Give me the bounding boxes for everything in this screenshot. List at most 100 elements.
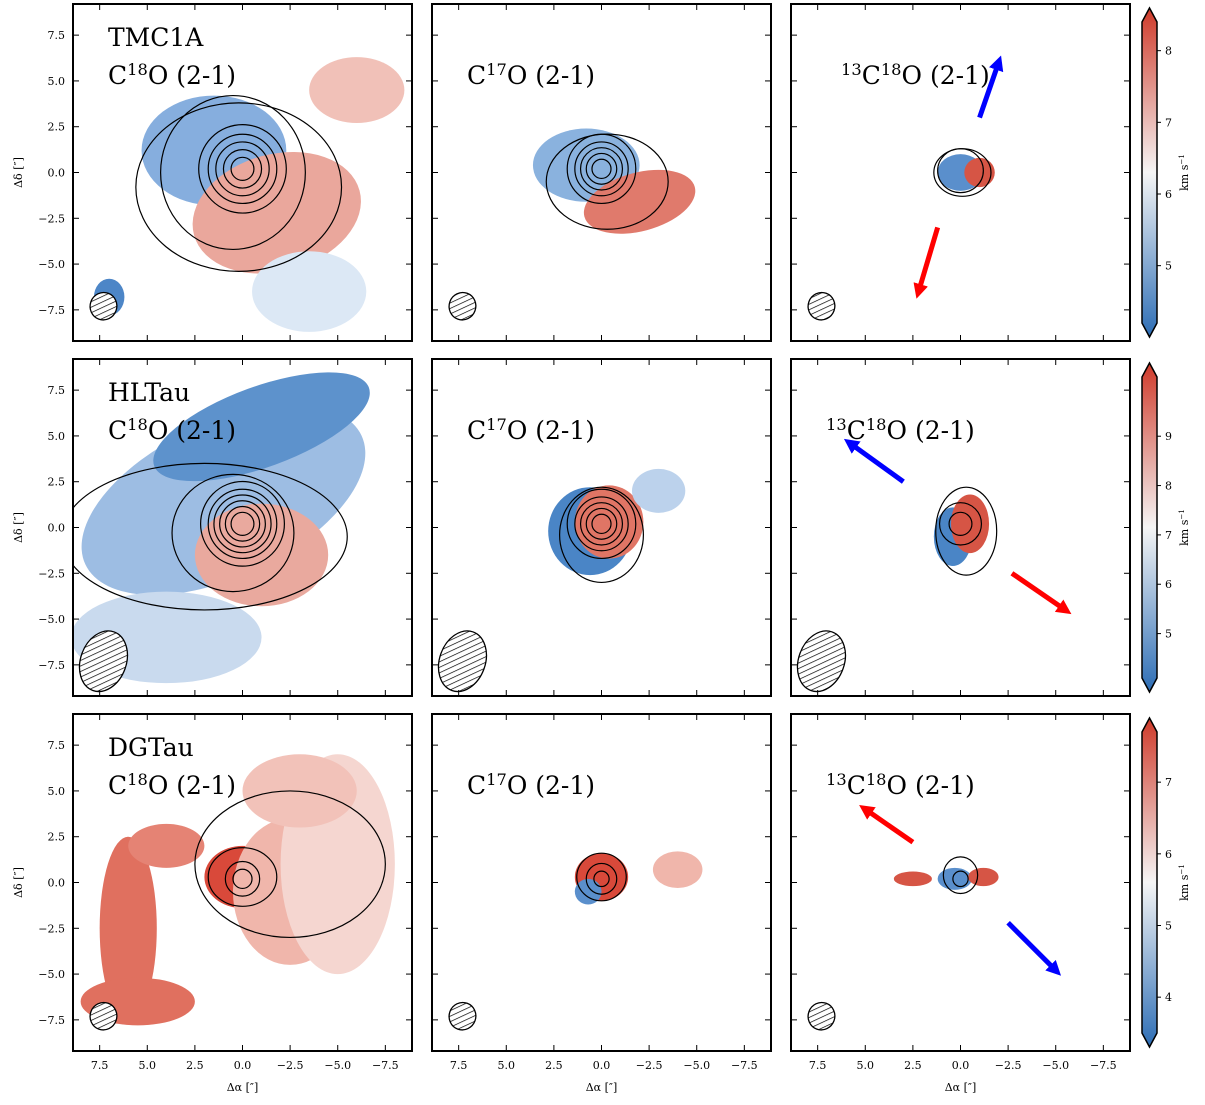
text-part: O (2-1) xyxy=(148,61,236,90)
x-tick-label: −7.5 xyxy=(372,1059,399,1072)
beam xyxy=(796,630,847,693)
superscript: 18 xyxy=(881,60,902,79)
text-part: C xyxy=(847,416,866,445)
y-tick-label: 5.0 xyxy=(48,785,66,798)
contour xyxy=(579,502,624,546)
superscript: 17 xyxy=(486,415,507,434)
colorbar-tick-label: 8 xyxy=(1165,45,1172,58)
superscript: 13 xyxy=(826,415,847,434)
contour xyxy=(545,133,669,230)
x-tick-label: 5.0 xyxy=(139,1059,157,1072)
text-part: O (2-1) xyxy=(507,61,595,90)
superscript: −1 xyxy=(1177,154,1186,165)
contour xyxy=(207,847,278,907)
contour xyxy=(207,133,278,205)
panel: 7.5 5.0 2.5 0.0 −2.5 −5.0 −7.5 C17O (2-1) Δα [″] xyxy=(431,713,772,1094)
superscript: 18 xyxy=(127,770,148,789)
x-tick-label: 7.5 xyxy=(809,1059,827,1072)
contour xyxy=(194,790,386,939)
contour xyxy=(230,156,255,181)
contour xyxy=(574,496,629,552)
colorbar-tick-label: 8 xyxy=(1165,480,1172,493)
outflow-arrow xyxy=(977,55,1004,119)
text-part: O (2-1) xyxy=(507,416,595,445)
velocity-region xyxy=(964,157,995,188)
text-part: C xyxy=(467,771,486,800)
panel: 7.5 5.0 2.5 0.0 −2.5 −5.0 −7.5 7.5 5.0 2.5 0.0 −2.5… xyxy=(12,713,413,1094)
text-part: C xyxy=(847,771,866,800)
x-tick-label: 2.5 xyxy=(904,1059,922,1072)
colorbar-body xyxy=(1141,716,1158,1049)
map xyxy=(80,754,395,1031)
contour xyxy=(938,502,983,546)
source-name: DGTau xyxy=(108,733,194,762)
beam xyxy=(89,291,118,321)
colorbar-tick-label: 6 xyxy=(1165,848,1172,861)
beam xyxy=(78,630,129,693)
molecule-label: C18O (2-1) xyxy=(108,415,236,446)
text-part: O (2-1) xyxy=(148,416,236,445)
x-axis-label: Δα [″] xyxy=(227,1081,259,1094)
y-tick-label: 7.5 xyxy=(48,29,66,42)
contour xyxy=(222,149,263,189)
velocity-region xyxy=(893,871,932,887)
contour xyxy=(224,860,261,897)
y-tick-label: −5.0 xyxy=(38,613,65,626)
y-tick-label: −2.5 xyxy=(38,567,65,580)
contour xyxy=(224,505,261,542)
contour xyxy=(952,870,969,888)
molecule-label: 13C18O (2-1) xyxy=(826,415,975,446)
contour xyxy=(585,152,618,185)
y-tick-label: −5.0 xyxy=(38,258,65,271)
velocity-region xyxy=(192,151,361,274)
superscript: 18 xyxy=(866,415,887,434)
contour xyxy=(933,148,992,197)
y-axis-label: Δδ [″] xyxy=(12,512,25,543)
outflow-arrow xyxy=(1006,921,1062,976)
text-part: km s xyxy=(1178,874,1191,901)
map xyxy=(807,804,1062,1031)
text-part: C xyxy=(862,61,881,90)
x-tick-label: −5.0 xyxy=(683,1059,710,1072)
x-tick-label: 7.5 xyxy=(450,1059,468,1072)
colorbar-tick-label: 5 xyxy=(1165,628,1172,641)
superscript: 18 xyxy=(866,770,887,789)
contour xyxy=(219,500,266,548)
molecule-label: C18O (2-1) xyxy=(108,770,236,801)
source-name: HLTau xyxy=(108,378,190,407)
panel: 7.5 5.0 2.5 0.0 −2.5 −5.0 −7.5 HLTau C18O (2-1) Δ… xyxy=(12,358,413,697)
y-axis-label: Δδ [″] xyxy=(12,867,25,898)
text-part: Δα [″] xyxy=(227,1081,259,1094)
contour xyxy=(566,488,637,560)
y-tick-label: 0.0 xyxy=(48,877,66,890)
velocity-region xyxy=(309,57,405,124)
text-part: C xyxy=(467,61,486,90)
superscript: 17 xyxy=(486,60,507,79)
contour xyxy=(579,147,624,191)
panel: C17O (2-1) xyxy=(431,358,772,697)
contour xyxy=(200,480,285,567)
colorbar-tick-label: 7 xyxy=(1165,116,1172,129)
y-tick-label: 2.5 xyxy=(48,121,66,134)
text-part: C xyxy=(467,416,486,445)
colorbar-tick-label: 7 xyxy=(1165,529,1172,542)
velocity-region xyxy=(252,251,367,332)
outflow-arrow xyxy=(859,804,915,845)
x-tick-label: 5.0 xyxy=(498,1059,516,1072)
superscript: 17 xyxy=(486,770,507,789)
text-part: Δδ [″] xyxy=(12,867,25,898)
x-tick-label: 0.0 xyxy=(952,1059,970,1072)
y-tick-label: 2.5 xyxy=(48,476,66,489)
superscript: 18 xyxy=(127,415,148,434)
x-axis-label: Δα [″] xyxy=(945,1081,977,1094)
contour xyxy=(942,856,979,895)
colorbar-body xyxy=(1141,6,1158,339)
velocity-region xyxy=(631,468,686,513)
y-tick-label: 0.0 xyxy=(48,522,66,535)
x-tick-label: 2.5 xyxy=(545,1059,563,1072)
y-tick-label: −2.5 xyxy=(38,922,65,935)
y-tick-label: 7.5 xyxy=(48,739,66,752)
map xyxy=(448,128,696,321)
contour xyxy=(559,486,644,584)
